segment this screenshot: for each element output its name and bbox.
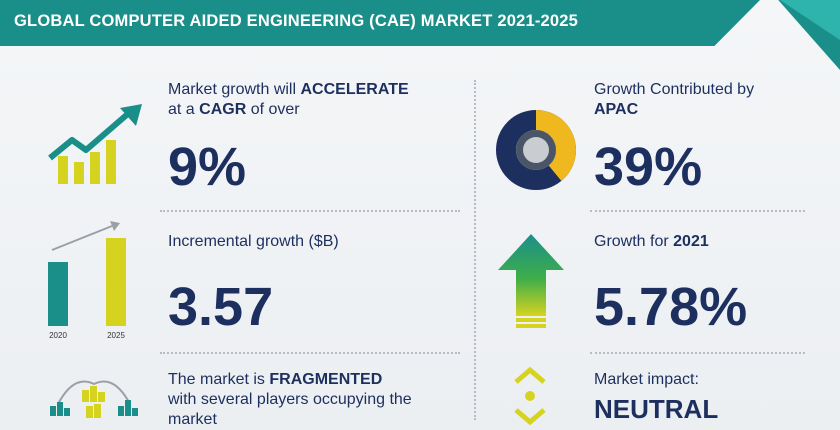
neutral-impact-icon	[514, 366, 546, 426]
yoy-label: Growth for 2021	[594, 232, 709, 252]
page-title: GLOBAL COMPUTER AIDED ENGINEERING (CAE) …	[14, 12, 579, 30]
apac-label-line1: Growth Contributed by	[594, 81, 755, 98]
growth-chart-icon	[48, 104, 142, 184]
cagr-label-line2-emphasis: CAGR	[199, 101, 247, 118]
column-divider	[474, 80, 476, 420]
incremental-label: Incremental growth ($B)	[168, 233, 339, 250]
yoy-value: 5.78%	[594, 277, 748, 337]
fragmented-label-line3: market	[168, 411, 217, 428]
header-banner: GLOBAL COMPUTER AIDED ENGINEERING (CAE) …	[0, 0, 760, 46]
impact-value: NEUTRAL	[594, 394, 719, 424]
row-divider-right-2	[590, 352, 805, 354]
fragmented-label: The market is FRAGMENTED with several pl…	[168, 370, 412, 430]
apac-value: 39%	[594, 137, 703, 197]
fragmented-label-prefix: The market is	[168, 371, 270, 388]
incremental-value: 3.57	[168, 277, 274, 337]
fragmented-market-icon	[50, 380, 138, 418]
fragmented-label-emphasis: FRAGMENTED	[269, 371, 383, 388]
year-end-label: 2025	[107, 331, 125, 340]
fragmented-label-line2: with several players occupying the	[168, 391, 412, 408]
cagr-label-line2-suffix: of over	[246, 101, 300, 118]
cagr-label-prefix: Market growth will	[168, 81, 301, 98]
cagr-value: 9%	[168, 137, 247, 197]
incremental-bars-icon: 2020 2025	[48, 221, 126, 340]
impact-label: Market impact:	[594, 371, 699, 388]
apac-donut-icon	[496, 110, 576, 190]
row-divider-left-2	[160, 352, 460, 354]
cagr-label-line2-prefix: at a	[168, 101, 200, 118]
yoy-label-year: 2021	[673, 233, 709, 250]
cagr-label: Market growth will ACCELERATE at a CAGR …	[168, 80, 409, 120]
row-divider-left-1	[160, 210, 460, 212]
apac-label-region: APAC	[594, 101, 639, 118]
year-start-label: 2020	[49, 331, 67, 340]
up-arrow-icon	[498, 234, 564, 328]
apac-share-slice	[496, 110, 576, 190]
cagr-label-emphasis: ACCELERATE	[300, 81, 409, 98]
yoy-label-prefix: Growth for	[594, 233, 674, 250]
apac-label: Growth Contributed by APAC	[594, 80, 754, 120]
row-divider-right-1	[590, 210, 805, 212]
